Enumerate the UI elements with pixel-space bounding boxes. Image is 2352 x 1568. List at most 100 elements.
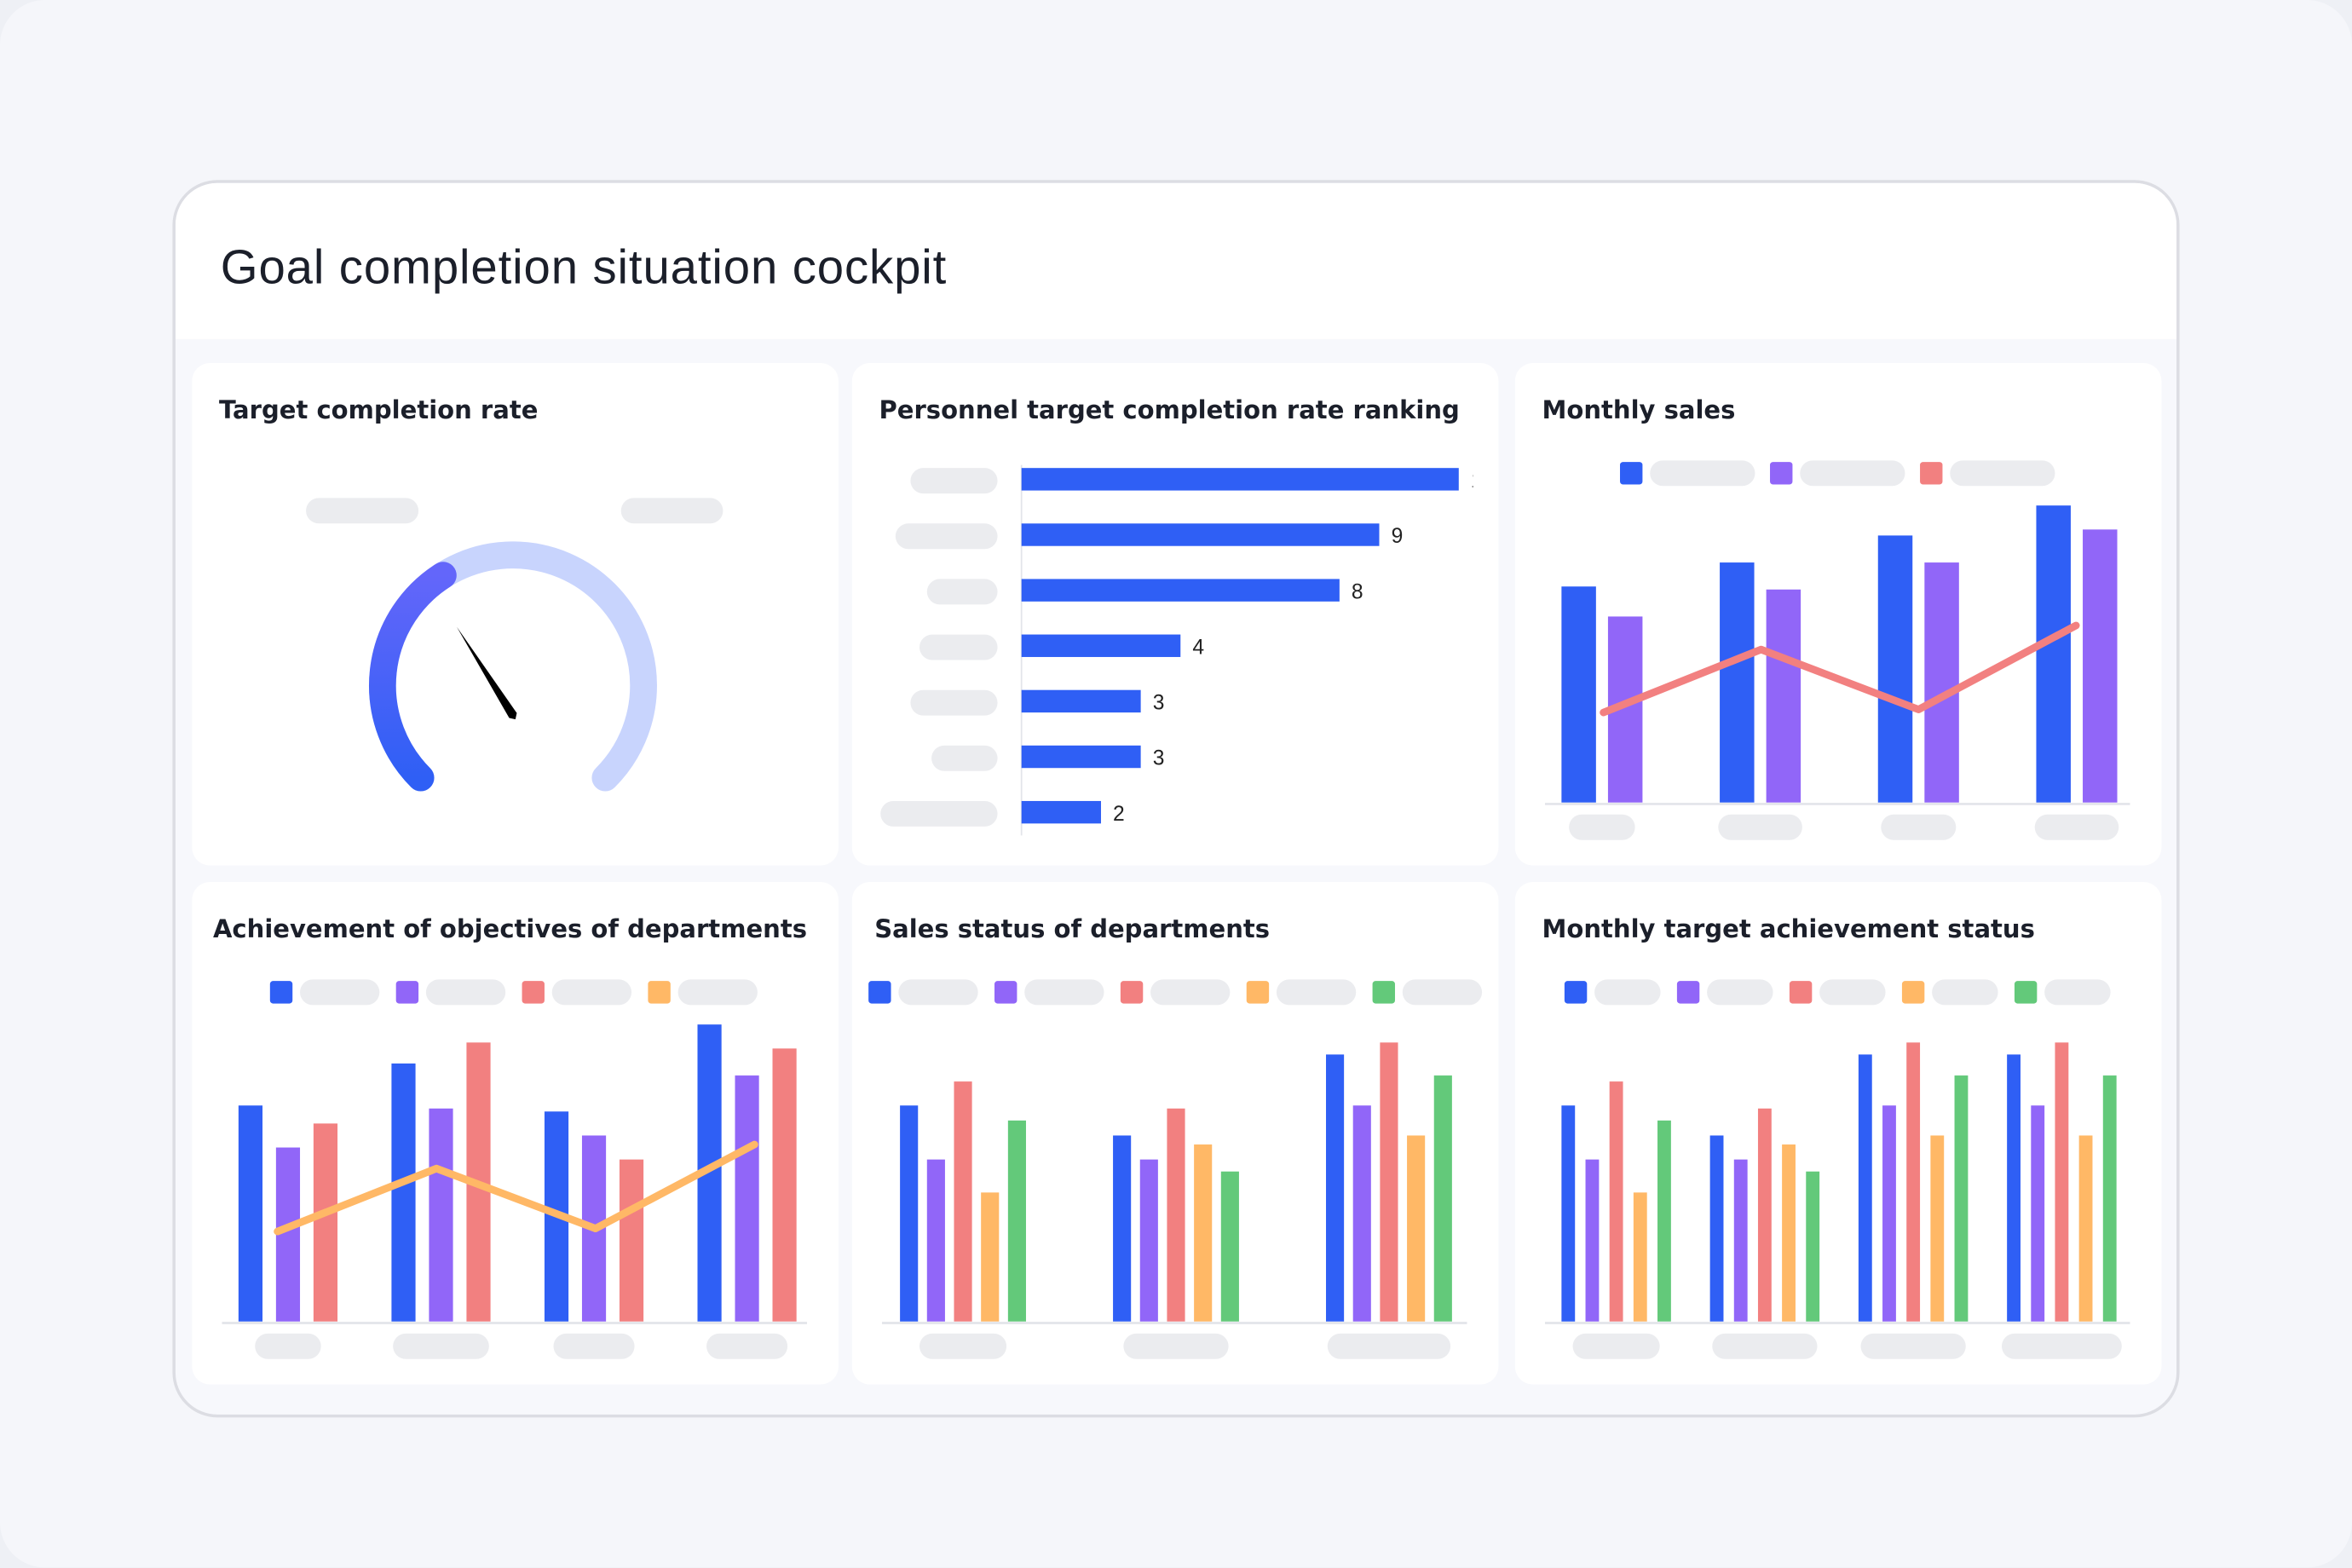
legend-swatch <box>648 981 671 1004</box>
panel-personnel-ranking: Personnel target completion rate ranking… <box>851 362 1499 866</box>
legend-swatch <box>1564 981 1588 1004</box>
bar <box>1858 1054 1872 1322</box>
bar <box>391 1063 416 1322</box>
bar <box>313 1123 338 1322</box>
panel-title: Target completion rate <box>218 395 539 425</box>
bar <box>981 1192 1000 1322</box>
ranking-bar <box>1021 579 1340 602</box>
bar <box>1561 1105 1576 1322</box>
ranking-value-label: 2 <box>1113 803 1125 826</box>
placeholder-label <box>1860 1333 1966 1359</box>
bar <box>2031 1105 2045 1322</box>
ranking-bar <box>1021 523 1380 546</box>
placeholder-label <box>1276 979 1357 1006</box>
legend-swatch <box>1789 981 1813 1004</box>
bar <box>1561 586 1596 803</box>
bar <box>772 1048 797 1322</box>
panel-monthly-target: Monthly target achievement status <box>1514 881 2162 1385</box>
bar <box>1609 1081 1623 1322</box>
placeholder-label <box>1881 814 1957 840</box>
gauge-chart <box>306 498 723 792</box>
legend-swatch <box>994 981 1017 1004</box>
bar <box>1433 1075 1452 1322</box>
gauge-value-arc <box>369 562 457 792</box>
bar <box>1877 535 1913 803</box>
placeholder-label <box>393 1333 489 1359</box>
legend-swatch <box>1676 981 1700 1004</box>
bar <box>2007 1054 2021 1322</box>
placeholder-label <box>620 498 723 524</box>
bar <box>1882 1105 1896 1322</box>
panel-target-completion-rate: Target completion rate <box>192 362 839 866</box>
ranking-chart: 11984332 <box>880 453 1499 836</box>
clip-mask <box>1473 453 1499 499</box>
bar <box>926 1159 945 1322</box>
placeholder-label <box>898 979 978 1006</box>
placeholder-label <box>306 498 419 524</box>
bar <box>1007 1120 1026 1322</box>
bar <box>619 1159 644 1322</box>
bar <box>1733 1159 1748 1322</box>
placeholder-label <box>926 579 998 605</box>
bar <box>2102 1075 2117 1322</box>
placeholder-label <box>1932 979 1998 1006</box>
dept_sales-chart <box>868 979 1483 1359</box>
legend-swatch <box>1372 981 1395 1004</box>
placeholder-label <box>1024 979 1104 1006</box>
legend-swatch <box>1920 462 1943 485</box>
legend-swatch <box>1620 462 1643 485</box>
placeholder-label <box>1594 979 1661 1006</box>
legend-swatch <box>1770 462 1793 485</box>
ranking-bar <box>1021 468 1459 491</box>
placeholder-label <box>551 979 632 1006</box>
bar <box>1906 1042 1921 1322</box>
monthly_target-chart <box>1545 979 2130 1359</box>
bar <box>1709 1135 1724 1322</box>
header: Goal completion situation cockpit <box>175 182 2177 339</box>
panel-title: Monthly target achievement status <box>1542 914 2035 944</box>
bar <box>1782 1144 1796 1322</box>
placeholder-label <box>255 1333 321 1359</box>
bar <box>954 1081 972 1322</box>
bar <box>1326 1054 1345 1322</box>
placeholder-label <box>1327 1333 1451 1359</box>
placeholder-label <box>1819 979 1886 1006</box>
bar <box>1954 1075 1969 1322</box>
panel-title: Achievement of objectives of departments <box>212 914 808 944</box>
monthly_sales-chart <box>1545 460 2130 840</box>
placeholder-label <box>425 979 506 1006</box>
bar <box>1657 1120 1671 1322</box>
panel-monthly-sales: Monthly sales <box>1514 362 2162 866</box>
bar <box>238 1105 263 1322</box>
dept_objectives-chart <box>222 979 807 1359</box>
panel-department-objectives: Achievement of objectives of departments <box>192 881 839 1385</box>
placeholder-label <box>910 468 998 494</box>
placeholder-label <box>300 979 380 1006</box>
bar <box>1167 1108 1185 1322</box>
bar <box>1806 1171 1820 1322</box>
bar <box>1220 1171 1239 1322</box>
bar <box>2078 1135 2093 1322</box>
bar <box>1757 1108 1772 1322</box>
bar <box>1139 1159 1158 1322</box>
placeholder-label <box>1800 460 1905 487</box>
legend-swatch <box>2014 981 2038 1004</box>
panel-title: Monthly sales <box>1542 395 1736 425</box>
legend-swatch <box>1246 981 1270 1004</box>
bar <box>2055 1042 2069 1322</box>
legend-swatch <box>522 981 545 1004</box>
ranking-value-label: 4 <box>1192 636 1204 659</box>
bar <box>1113 1135 1132 1322</box>
page-title: Goal completion situation cockpit <box>220 239 948 294</box>
placeholder-label <box>677 979 758 1006</box>
bar <box>1924 562 1959 803</box>
bar <box>1194 1144 1213 1322</box>
gauge-needle <box>456 626 517 720</box>
bar <box>1930 1135 1945 1322</box>
legend-swatch <box>868 981 891 1004</box>
bar <box>1766 589 1801 803</box>
legend-swatch <box>395 981 419 1004</box>
placeholder-label <box>1123 1333 1229 1359</box>
ranking-bar <box>1021 634 1181 657</box>
placeholder-label <box>553 1333 635 1359</box>
